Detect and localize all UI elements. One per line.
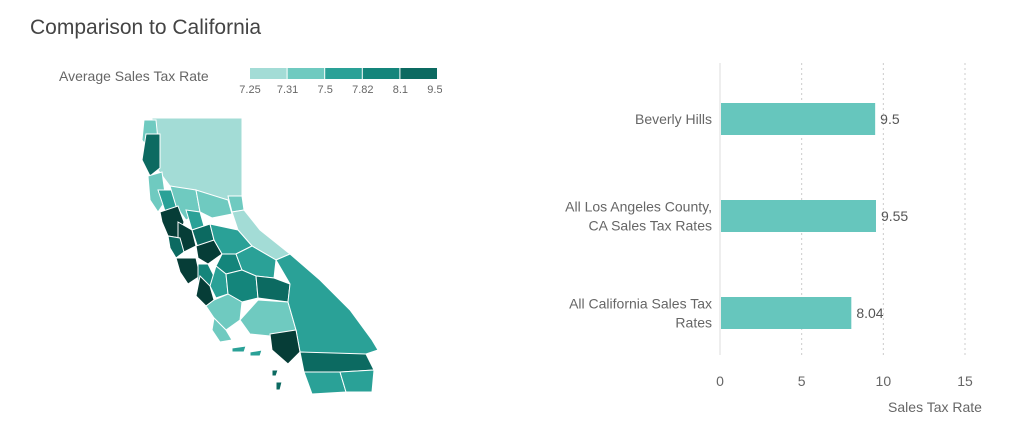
county-region[interactable] xyxy=(175,257,201,285)
county-region[interactable] xyxy=(209,265,229,299)
legend-swatch xyxy=(287,68,325,79)
legend-tick-label: 7.5 xyxy=(318,84,333,96)
legend-tick-label: 7.82 xyxy=(352,84,373,96)
map-legend-title: Average Sales Tax Rate xyxy=(59,68,209,84)
bar-category-label: Beverly Hills xyxy=(635,111,712,127)
county-region[interactable] xyxy=(167,235,185,259)
bar-category-label: All Los Angeles County, CA Sales Tax Rate… xyxy=(565,199,712,234)
bar[interactable] xyxy=(721,200,876,232)
legend-swatch xyxy=(250,68,287,79)
county-region[interactable] xyxy=(239,299,297,337)
county-region[interactable] xyxy=(271,369,279,377)
bar-category-label: All California Sales Tax Rates xyxy=(569,296,712,331)
county-region[interactable] xyxy=(141,133,161,177)
x-tick-label: 15 xyxy=(957,373,973,389)
page-title: Comparison to California xyxy=(30,16,262,39)
county-region[interactable] xyxy=(339,369,375,393)
county-region[interactable] xyxy=(195,189,233,219)
bar-value-label: 8.04 xyxy=(856,305,883,321)
x-tick-label: 5 xyxy=(798,373,806,389)
county-region[interactable] xyxy=(275,381,283,391)
county-region[interactable] xyxy=(231,345,247,353)
legend-swatch xyxy=(325,68,362,79)
legend-tick-label: 7.25 xyxy=(239,84,260,96)
legend-tick-label: 8.1 xyxy=(393,84,408,96)
county-region[interactable] xyxy=(151,117,243,201)
county-region[interactable] xyxy=(195,239,223,265)
legend-swatch xyxy=(362,68,400,79)
county-region[interactable] xyxy=(269,329,301,365)
legend-tick-label: 9.55 xyxy=(427,84,442,96)
county-region[interactable] xyxy=(255,275,291,303)
x-tick-label: 10 xyxy=(876,373,892,389)
legend-tick-label: 7.31 xyxy=(277,84,298,96)
county-region[interactable] xyxy=(177,221,197,253)
x-tick-label: 0 xyxy=(716,373,724,389)
bar[interactable] xyxy=(721,103,876,135)
county-region[interactable] xyxy=(303,371,347,395)
x-axis-title: Sales Tax Rate xyxy=(888,399,982,415)
map-legend: 7.25 7.31 7.5 7.82 8.1 9.55 xyxy=(239,68,442,96)
sales-tax-bar-chart: Beverly Hills All Los Angeles County, CA S… xyxy=(565,63,982,415)
legend-swatch xyxy=(400,68,437,79)
bar-value-label: 9.5 xyxy=(880,111,900,127)
county-region[interactable] xyxy=(249,349,263,357)
bar-value-label: 9.55 xyxy=(881,208,908,224)
county-region[interactable] xyxy=(211,316,233,343)
california-county-map[interactable] xyxy=(120,108,390,398)
bar[interactable] xyxy=(721,297,852,329)
county-region[interactable] xyxy=(299,351,375,373)
